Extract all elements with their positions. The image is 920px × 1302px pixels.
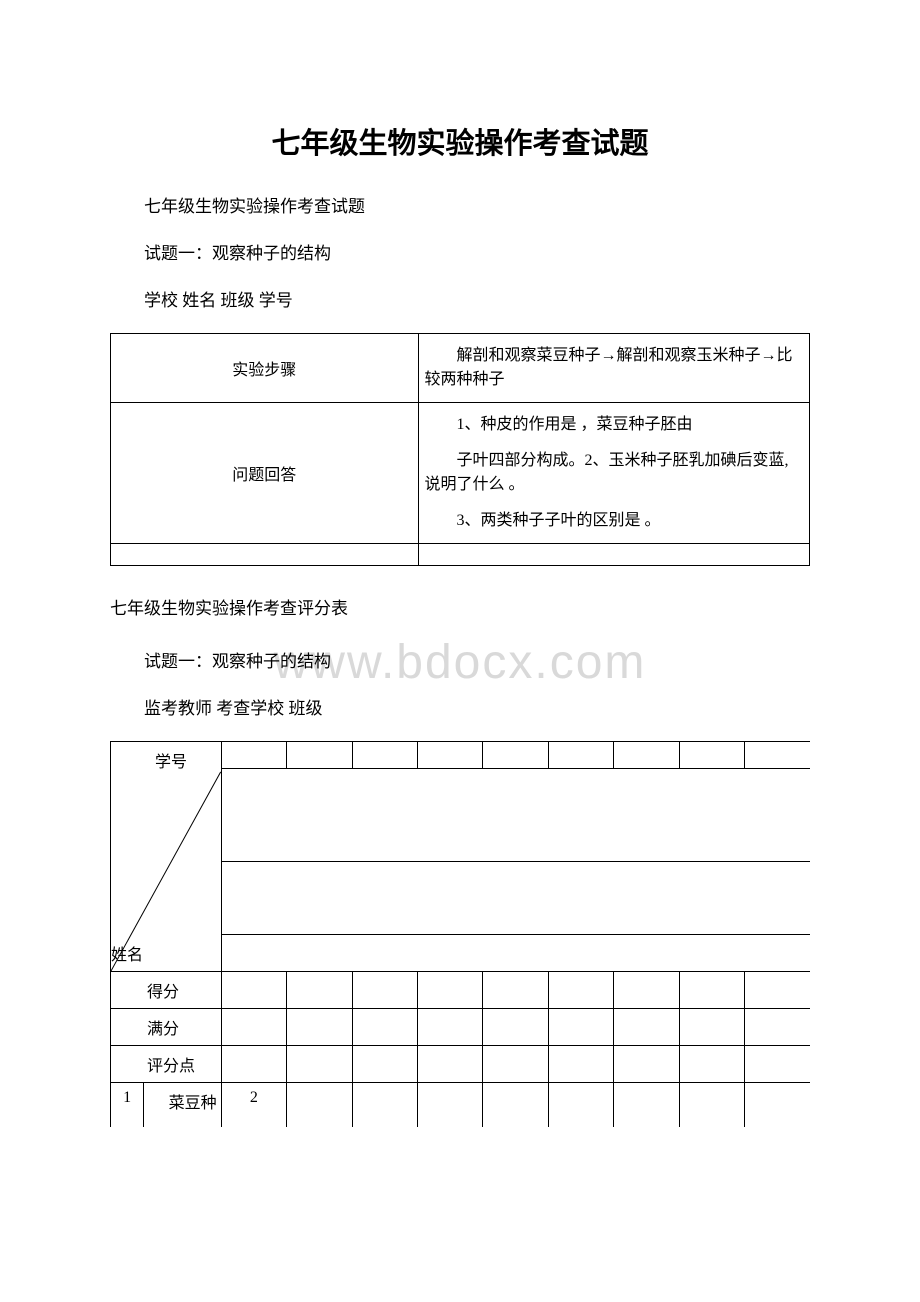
cell-empty [417, 1009, 482, 1046]
cell-empty [744, 1083, 810, 1127]
cell-empty [548, 742, 613, 769]
diag-label-bot: 姓名 [111, 941, 143, 965]
cell-empty [352, 1009, 417, 1046]
cell-steps-label: 实验步骤 [111, 334, 419, 403]
cell-empty [352, 972, 417, 1009]
cell-empty [221, 768, 810, 861]
page-title: 七年级生物实验操作考查试题 [110, 120, 810, 162]
cell-empty [483, 742, 548, 769]
table-row: 问题回答 1、种皮的作用是 ，菜豆种子胚由 子叶四部分构成。2、玉米种子胚乳加碘… [111, 403, 810, 544]
topic-line-1: 试题一：观察种子的结构 [110, 239, 810, 264]
table-row: 学号 姓名 [111, 742, 811, 769]
cell-empty [417, 742, 482, 769]
cell-empty [744, 742, 810, 769]
table-row [111, 544, 810, 566]
fields-line-1: 学校 姓名 班级 学号 [110, 286, 810, 311]
cell-empty [221, 972, 286, 1009]
cell-empty [417, 972, 482, 1009]
table-experiment: 实验步骤 解剖和观察菜豆种子→解剖和观察玉米种子→比较两种种子 问题回答 1、种… [110, 333, 810, 566]
topic-line-2: 试题一：观察种子的结构 [110, 647, 810, 672]
table-row: 实验步骤 解剖和观察菜豆种子→解剖和观察玉米种子→比较两种种子 [111, 334, 810, 403]
cell-empty [744, 1009, 810, 1046]
cell-diagonal-header: 学号 姓名 [111, 742, 222, 972]
cell-empty [744, 1046, 810, 1083]
cell-empty [221, 1009, 286, 1046]
cell-empty [221, 1046, 286, 1083]
cell-score-label: 得分 [111, 972, 222, 1009]
cell-empty [614, 972, 679, 1009]
section-2-title: 七年级生物实验操作考查评分表 [110, 594, 810, 619]
cell-empty [679, 742, 744, 769]
cell-empty [287, 1046, 352, 1083]
cell-empty [352, 1083, 417, 1127]
cell-empty [418, 544, 809, 566]
fields-line-2: 监考教师 考查学校 班级 [110, 694, 810, 719]
cell-empty [287, 1009, 352, 1046]
cell-points-label: 评分点 [111, 1046, 222, 1083]
cell-empty [614, 1009, 679, 1046]
cell-empty [483, 1046, 548, 1083]
cell-steps-value: 解剖和观察菜豆种子→解剖和观察玉米种子→比较两种种子 [418, 334, 809, 403]
cell-empty [679, 1083, 744, 1127]
cell-empty [483, 972, 548, 1009]
cell-empty [548, 1009, 613, 1046]
cell-empty [352, 742, 417, 769]
cell-empty [483, 1083, 548, 1127]
cell-empty [221, 862, 810, 935]
subtitle-line: 七年级生物实验操作考查试题 [110, 192, 810, 217]
cell-questions-label: 问题回答 [111, 403, 419, 544]
cell-empty [111, 544, 419, 566]
cell-empty [417, 1083, 482, 1127]
cell-empty [548, 1083, 613, 1127]
cell-empty [352, 1046, 417, 1083]
cell-empty [744, 972, 810, 1009]
cell-empty [287, 972, 352, 1009]
cell-empty [287, 742, 352, 769]
diag-label-top: 学号 [123, 748, 187, 772]
cell-empty [614, 1083, 679, 1127]
cell-empty [679, 972, 744, 1009]
cell-full-label: 满分 [111, 1009, 222, 1046]
cell-row-index: 1 [111, 1083, 144, 1127]
cell-empty [221, 742, 286, 769]
cell-empty [679, 1009, 744, 1046]
cell-row-value: 2 [221, 1083, 286, 1127]
table-row: 评分点 [111, 1046, 811, 1083]
cell-empty [483, 1009, 548, 1046]
cell-empty [614, 1046, 679, 1083]
cell-empty [679, 1046, 744, 1083]
table-row: 1 菜豆种 2 [111, 1083, 811, 1127]
cell-empty [548, 972, 613, 1009]
table-row: 得分 [111, 972, 811, 1009]
cell-empty [417, 1046, 482, 1083]
cell-empty [221, 934, 810, 971]
cell-row-label: 菜豆种 [144, 1083, 221, 1127]
table-row: 满分 [111, 1009, 811, 1046]
table-score: 学号 姓名 得分 [110, 741, 810, 1127]
cell-questions-value: 1、种皮的作用是 ，菜豆种子胚由 子叶四部分构成。2、玉米种子胚乳加碘后变蓝,说… [418, 403, 809, 544]
cell-empty [287, 1083, 352, 1127]
cell-empty [614, 742, 679, 769]
cell-empty [548, 1046, 613, 1083]
page-content: 七年级生物实验操作考查试题 七年级生物实验操作考查试题 试题一：观察种子的结构 … [110, 120, 810, 1127]
